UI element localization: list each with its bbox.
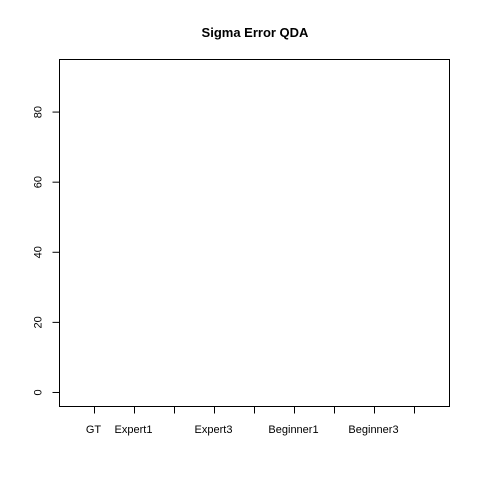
x-tick-label: Expert1 bbox=[115, 424, 153, 436]
x-tick-label: Beginner3 bbox=[348, 424, 398, 436]
chart-title: Sigma Error QDA bbox=[202, 25, 310, 40]
y-tick-label: 60 bbox=[33, 176, 45, 188]
plot-frame bbox=[59, 59, 450, 407]
y-tick-label: 80 bbox=[33, 106, 45, 118]
x-tick-label: Beginner1 bbox=[268, 424, 318, 436]
y-tick-label: 40 bbox=[33, 246, 45, 258]
y-tick-label: 20 bbox=[33, 316, 45, 328]
x-axis: GT Expert1 Expert3 Beginner1 Beginner3 bbox=[86, 406, 415, 436]
y-tick-label: 0 bbox=[33, 389, 45, 395]
y-axis: 0 20 40 60 80 bbox=[33, 106, 60, 396]
x-tick-label: GT bbox=[86, 424, 102, 436]
x-tick-label: Expert3 bbox=[195, 424, 233, 436]
